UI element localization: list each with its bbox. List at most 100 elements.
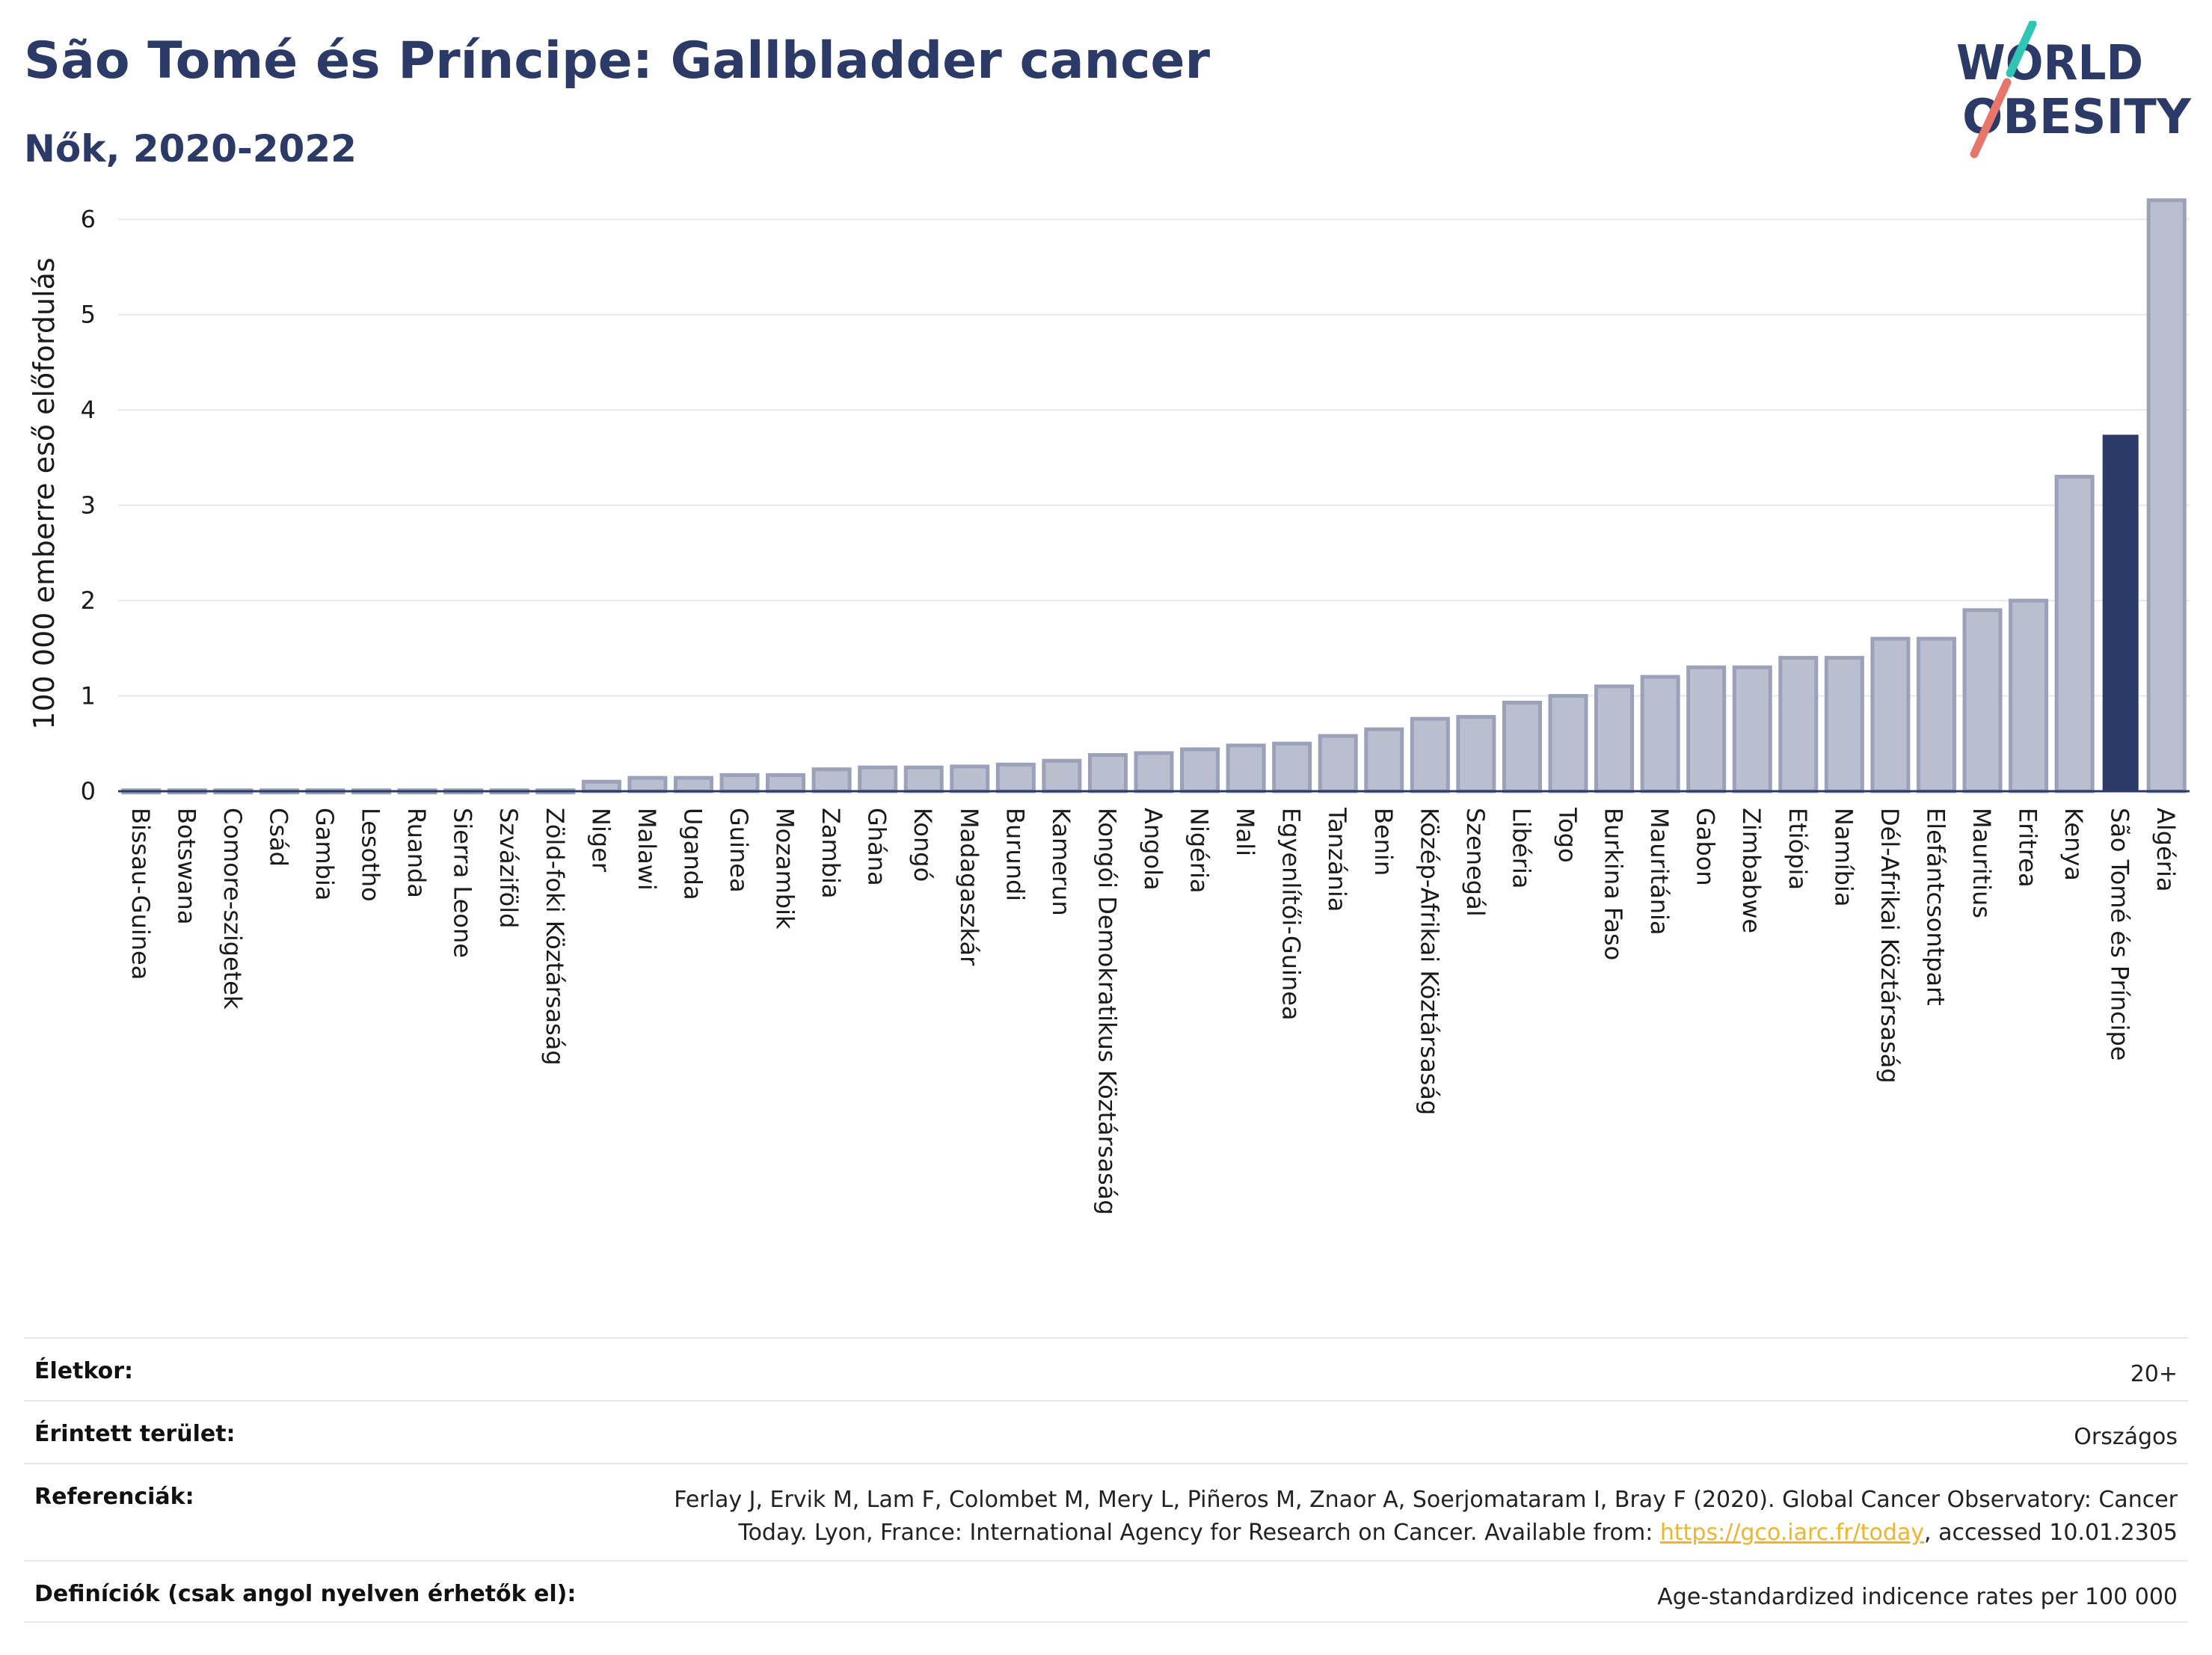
x-tick-label: São Tomé és Príncipe xyxy=(2106,808,2134,1060)
meta-value-area: Országos xyxy=(2074,1424,2178,1450)
bar xyxy=(1824,656,1864,793)
bar xyxy=(811,767,852,793)
bar xyxy=(1226,743,1266,793)
bar-highlight xyxy=(2102,435,2139,791)
x-tick-label: Kenya xyxy=(2059,808,2088,881)
bar xyxy=(1134,751,1174,793)
x-tick-label: Ghána xyxy=(863,808,891,886)
chart-title: São Tomé és Príncipe: Gallbladder cancer xyxy=(24,31,1211,90)
x-tick-label: Csád xyxy=(264,808,292,867)
x-tick-label: Kongó xyxy=(909,808,937,882)
bar xyxy=(1594,684,1635,793)
x-tick-label: Botswana xyxy=(172,808,200,924)
bar xyxy=(1087,753,1128,793)
x-tick-label: Comore-szigetek xyxy=(218,808,247,1010)
logo-line1: WORLD xyxy=(1956,36,2143,91)
x-tick-label: Gambia xyxy=(310,808,339,900)
bar xyxy=(2054,474,2095,793)
x-tick-label: Burkina Faso xyxy=(1600,808,1628,960)
meta-row-area: Érintett terület: Országos xyxy=(24,1400,2188,1463)
x-tick-label: Kongói Demokratikus Köztársaság xyxy=(1093,808,1121,1215)
meta-row-definitions: Definíciók (csak angol nyelven érhetők e… xyxy=(24,1560,2188,1623)
x-tick-label: Madagaszkár xyxy=(955,808,983,966)
bar xyxy=(581,779,621,793)
x-tick-label: Uganda xyxy=(678,808,707,900)
y-tick-label: 2 xyxy=(81,586,96,615)
bar xyxy=(858,765,898,793)
reference-line-2-pre: Today. Lyon, France: International Agenc… xyxy=(738,1520,1660,1546)
x-tick-label: Sierra Leone xyxy=(449,808,477,958)
bar xyxy=(1410,716,1450,793)
meta-label-references: Referenciák: xyxy=(34,1484,194,1510)
bar xyxy=(950,764,990,793)
bar xyxy=(1686,665,1727,793)
bar xyxy=(1318,734,1358,793)
bar xyxy=(1640,675,1680,793)
reference-link[interactable]: https://gco.iarc.fr/today xyxy=(1659,1520,1925,1546)
bar xyxy=(1456,715,1496,793)
x-tick-label: Zimbabwe xyxy=(1737,808,1766,933)
bar xyxy=(1548,694,1588,793)
y-tick-label: 3 xyxy=(81,491,96,520)
bar xyxy=(719,773,760,793)
x-tick-label: Togo xyxy=(1553,807,1582,863)
y-tick-label: 0 xyxy=(81,777,96,805)
y-tick-label: 6 xyxy=(81,205,96,233)
bar xyxy=(1180,747,1220,793)
bar xyxy=(766,773,806,793)
bar xyxy=(1962,608,2003,793)
y-axis-label: 100 000 emberre eső előfordulás xyxy=(28,257,61,729)
bar xyxy=(1870,636,1911,793)
x-tick-label: Közép-Afrikai Köztársaság xyxy=(1415,808,1443,1115)
bar xyxy=(903,765,944,793)
meta-label-age: Életkor: xyxy=(34,1358,134,1384)
meta-label-area: Érintett terület: xyxy=(34,1421,236,1447)
reference-line-1: Ferlay J, Ervik M, Lam F, Colombet M, Me… xyxy=(674,1487,2178,1513)
world-obesity-logo: WORLD OBESITY xyxy=(1956,21,2192,159)
meta-row-references: Referenciák: Ferlay J, Ervik M, Lam F, C… xyxy=(24,1463,2188,1560)
x-tick-label: Malawi xyxy=(633,808,661,891)
x-tick-label: Zöld-foki Köztársaság xyxy=(541,808,569,1066)
x-tick-label: Niger xyxy=(586,808,615,873)
x-tick-label: Dél-Afrikai Köztársaság xyxy=(1875,808,1904,1084)
logo-slash-top xyxy=(2006,21,2037,78)
gridlines xyxy=(118,218,2190,697)
chart-subtitle: Nők, 2020-2022 xyxy=(24,127,357,171)
x-tick-label: Mauritius xyxy=(1967,808,1996,918)
x-tick-label: Namíbia xyxy=(1829,808,1858,906)
x-tick-label: Libéria xyxy=(1507,808,1535,888)
bar xyxy=(1502,700,1542,793)
bar xyxy=(2009,598,2049,793)
x-tick-label: Mozambik xyxy=(771,808,799,930)
reference-line-2-post: , accessed 10.01.2305 xyxy=(1924,1520,2178,1546)
bar xyxy=(1042,758,1082,793)
bar xyxy=(995,762,1036,793)
bar xyxy=(1916,636,1956,793)
bar-chart: 0 1 2 3 4 5 6 Bissau-Guinea Botswana Comore-szig… xyxy=(28,198,2190,1215)
x-tick-label: Zambia xyxy=(817,808,845,899)
x-tick-label: Algéria xyxy=(2151,808,2180,891)
meta-value-definitions: Age-standardized indicence rates per 100… xyxy=(1657,1584,2178,1610)
x-tick-label: Bissau-Guinea xyxy=(126,808,155,980)
x-tick-label: Szenegál xyxy=(1461,808,1490,917)
meta-value-age: 20+ xyxy=(2130,1361,2178,1387)
meta-row-age: Életkor: 20+ xyxy=(24,1337,2188,1400)
logo-slash-bottom xyxy=(1970,78,2012,159)
y-axis-ticks: 0 1 2 3 4 5 6 xyxy=(81,205,96,805)
x-tick-label: Tanzánia xyxy=(1323,807,1351,912)
x-tick-label: Mali xyxy=(1231,808,1259,856)
x-tick-label: Gabon xyxy=(1692,808,1720,886)
y-tick-label: 1 xyxy=(81,682,96,710)
x-tick-label: Nigéria xyxy=(1185,808,1214,893)
x-tick-label: Lesotho xyxy=(357,808,385,902)
bars xyxy=(121,198,2187,795)
x-tick-label: Mauritánia xyxy=(1645,808,1674,935)
x-tick-label: Guinea xyxy=(725,808,753,893)
bar xyxy=(627,776,668,793)
x-tick-label: Burundi xyxy=(1001,808,1029,901)
meta-label-definitions: Definíciók (csak angol nyelven érhetők e… xyxy=(34,1581,577,1607)
x-tick-label: Eritrea xyxy=(2014,808,2042,888)
metadata-table: Életkor: 20+ Érintett terület: Országos … xyxy=(24,1337,2188,1623)
x-tick-label: Kamerun xyxy=(1047,808,1075,916)
x-tick-label: Angola xyxy=(1139,808,1167,891)
